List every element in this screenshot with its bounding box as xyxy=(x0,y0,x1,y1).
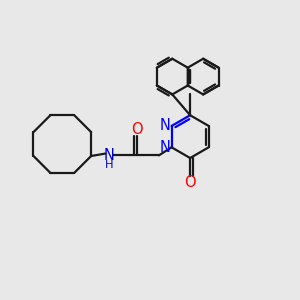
Text: O: O xyxy=(184,176,196,190)
Text: N: N xyxy=(160,140,170,155)
Text: N: N xyxy=(160,118,170,134)
Text: H: H xyxy=(105,160,113,170)
Text: N: N xyxy=(103,148,114,163)
Text: O: O xyxy=(131,122,142,137)
